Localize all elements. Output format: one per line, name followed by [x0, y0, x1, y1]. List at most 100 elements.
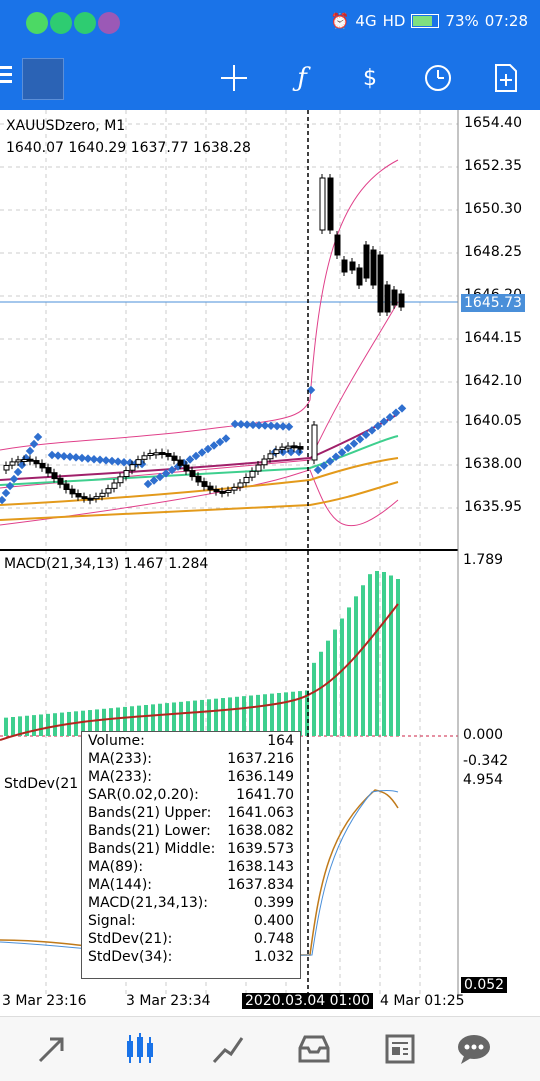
app-logo[interactable]	[22, 58, 64, 100]
candle-body	[291, 445, 298, 449]
news-icon[interactable]	[380, 1031, 420, 1067]
sar-dot	[209, 441, 219, 450]
macd-bar	[137, 705, 141, 736]
crosshair-time: 2020.03.04 01:00	[242, 993, 373, 1009]
history-icon[interactable]	[294, 1031, 334, 1067]
tooltip-row: Bands(21) Upper: 1641.063	[82, 804, 300, 822]
sar-dot	[355, 434, 365, 444]
macd-bar	[333, 629, 337, 736]
candle-body	[111, 482, 118, 489]
sar-dot	[278, 422, 288, 431]
macd-bar	[207, 699, 211, 736]
trade-icon[interactable]	[208, 1031, 248, 1067]
macd-bar	[4, 717, 8, 736]
notification-icon	[26, 12, 48, 34]
sar-dot	[397, 404, 407, 413]
tooltip-key: MA(233):	[88, 751, 153, 767]
sar-dot	[95, 455, 105, 465]
sar-dot	[236, 420, 246, 429]
macd-bar	[32, 715, 36, 736]
macd-bar	[123, 706, 127, 736]
candle-body	[341, 259, 348, 273]
macd-bar	[242, 696, 246, 736]
candle-body	[81, 496, 88, 500]
macd-bar	[18, 716, 22, 736]
function-icon[interactable]: ƒ	[297, 63, 307, 93]
sar-dot	[306, 385, 316, 395]
tooltip-value: 1638.143	[227, 859, 294, 875]
candle-body	[183, 464, 190, 472]
candle-body	[153, 452, 160, 456]
chart-icon[interactable]	[120, 1031, 160, 1067]
alarm-icon: ⏰	[330, 12, 350, 30]
macd-bar	[95, 709, 99, 736]
macd-top-value: 1.789	[463, 552, 504, 568]
macd-bar	[277, 692, 281, 736]
candle-body	[195, 475, 202, 483]
sar-dot	[230, 419, 240, 429]
sar-dot	[155, 472, 165, 482]
tooltip-row: MA(89): 1638.143	[82, 858, 300, 876]
candle-body	[201, 481, 208, 487]
tooltip-key: MA(89):	[88, 859, 144, 875]
sar-dot	[185, 455, 195, 464]
macd-bar	[11, 717, 15, 736]
chart-dollar-icon[interactable]: $	[363, 65, 377, 91]
quotes-icon[interactable]	[32, 1031, 72, 1067]
crosshair-icon[interactable]	[212, 56, 256, 100]
macd-bar	[340, 618, 344, 736]
macd-bar	[109, 708, 113, 736]
chat-icon[interactable]	[454, 1031, 494, 1067]
macd-title: MACD(21,34,13) 1.467 1.284	[4, 556, 209, 572]
candle-body	[384, 284, 391, 313]
tooltip-value: 0.399	[253, 895, 294, 911]
clock-icon[interactable]	[416, 56, 460, 100]
candle-body	[171, 455, 178, 461]
price-tick: 1635.95	[464, 499, 522, 515]
tooltip-key: MA(144):	[88, 877, 153, 893]
candle-body	[141, 455, 148, 460]
tooltip-value: 0.748	[253, 931, 294, 947]
candle-body	[135, 459, 142, 465]
sar-dot	[272, 421, 282, 431]
sar-dot	[367, 426, 377, 435]
macd-bar	[214, 698, 218, 736]
macd-bar	[291, 691, 295, 736]
sar-dot	[33, 432, 43, 442]
sar-dot	[331, 452, 341, 462]
macd-bar	[319, 651, 323, 736]
macd-bar	[263, 694, 267, 736]
price-tick: 1638.00	[464, 456, 522, 472]
candle-body	[129, 464, 136, 471]
candle-body	[363, 244, 370, 279]
tooltip-key: Bands(21) Middle:	[88, 841, 216, 857]
new-order-icon[interactable]	[484, 56, 528, 100]
macd-bar	[179, 701, 183, 736]
macd-bar	[144, 704, 148, 736]
macd-bar	[46, 713, 50, 736]
sar-dot	[325, 456, 335, 466]
sar-dot	[361, 430, 371, 440]
sar-dot	[391, 408, 401, 418]
tooltip-value: 1637.216	[227, 751, 294, 767]
candle-body	[237, 482, 244, 488]
sar-dot	[25, 446, 35, 456]
candle-body	[243, 476, 250, 484]
price-tick: 1652.35	[464, 158, 522, 174]
menu-icon[interactable]	[0, 66, 12, 87]
bottom-tab-bar	[0, 1016, 540, 1081]
sar-dot	[47, 450, 57, 460]
stddev-value: -0.342	[463, 753, 509, 769]
network-label: 4G	[355, 12, 377, 30]
candle-body	[231, 486, 238, 491]
macd-bar	[375, 571, 379, 736]
time-tick: 3 Mar 23:16	[2, 993, 87, 1009]
price-tick: 1644.15	[464, 330, 522, 346]
sar-dot	[65, 452, 75, 462]
macd-bar	[200, 699, 204, 736]
tooltip-value: 1.032	[253, 949, 294, 965]
sar-dot	[113, 457, 123, 466]
candle-body	[273, 449, 280, 455]
macd-bar	[284, 692, 288, 736]
macd-bar	[305, 690, 309, 736]
